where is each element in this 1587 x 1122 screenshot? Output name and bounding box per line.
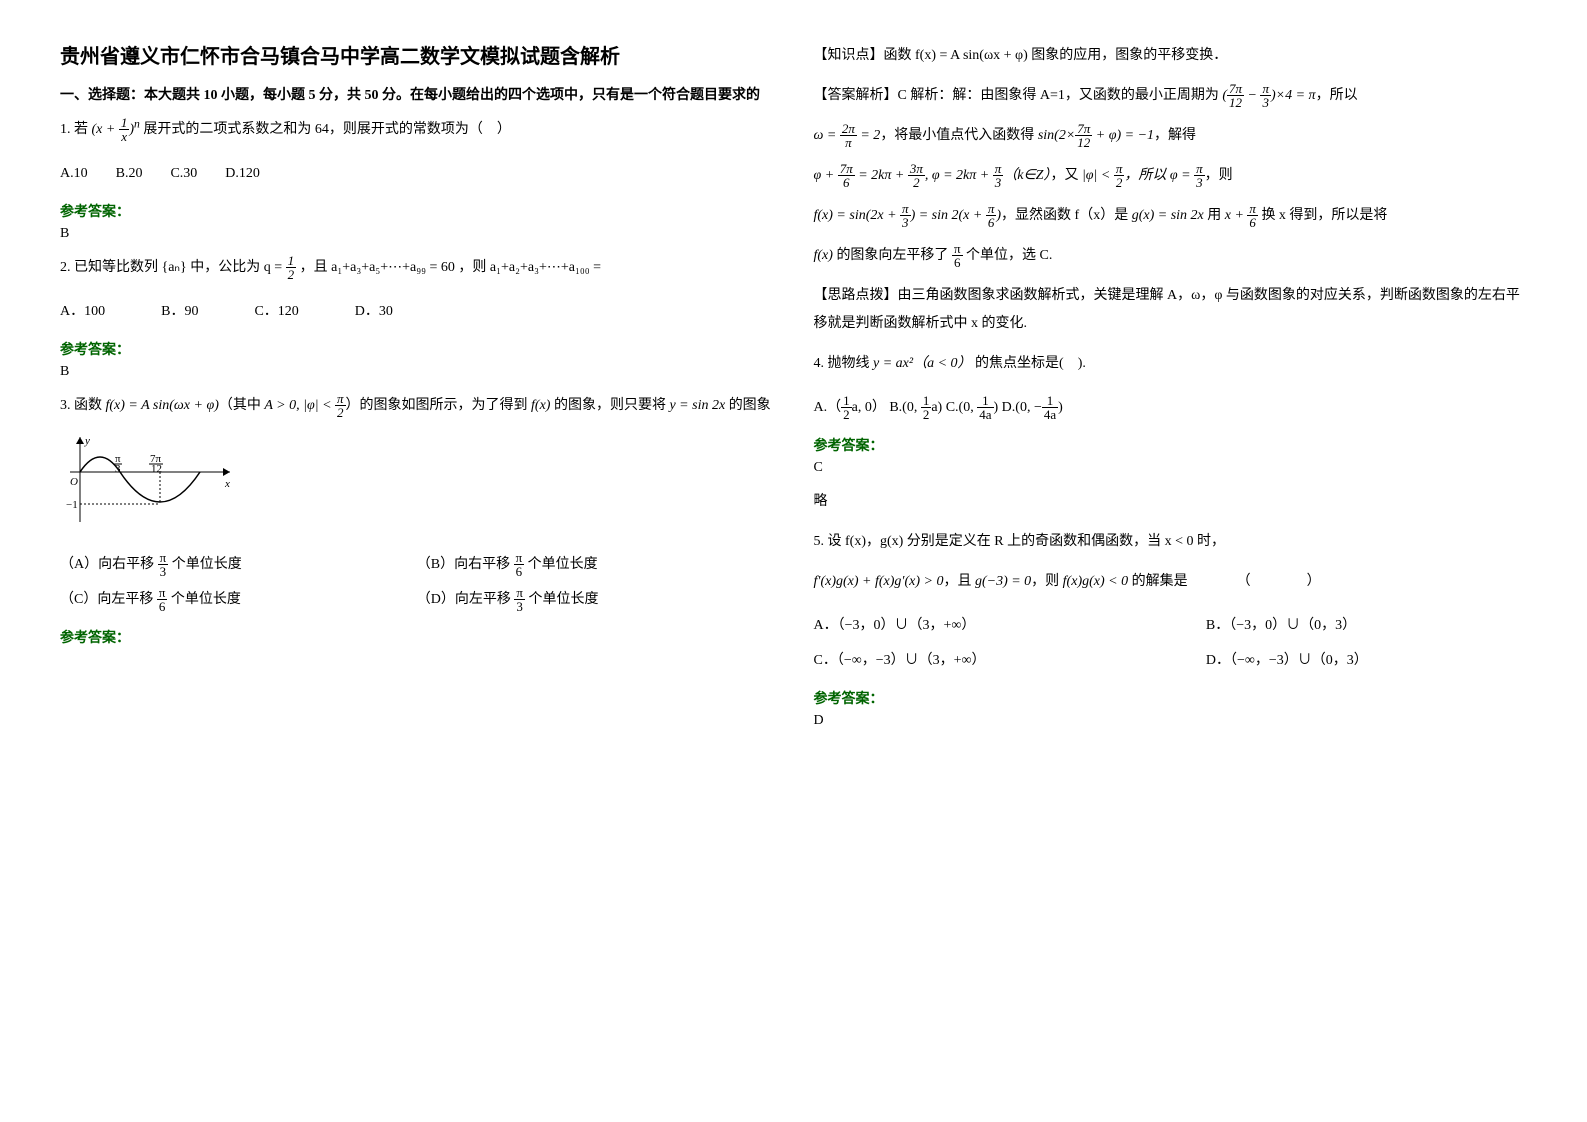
label-pi3-den: 3: [115, 463, 121, 475]
q5-answer: D: [814, 713, 1528, 729]
q5-optC: C．（−∞，−3）∪（3，+∞）: [814, 643, 1206, 678]
q2-part2: ，且 a₁+a₃+a₅+⋯+a₉₉ = 60 ，则 a₁+a₂+a₃+⋯+a₁₀…: [300, 260, 601, 275]
question-2: 2. 已知等比数列 {aₙ} 中，公比为 q = 12 ，且 a₁+a₃+a₅+…: [60, 254, 774, 282]
q1-options: A.10 B.20 C.30 D.120: [60, 156, 774, 191]
solution-line2: φ + 7π6 = 2kπ + 3π2, φ = 2kπ + π3（k∈Z），又…: [814, 162, 1528, 190]
q2-stem: 2. 已知等比数列 {aₙ} 中，公比为 q =: [60, 260, 286, 275]
q3-options: （A）向右平移 π3 个单位长度 （B）向右平移 π6 个单位长度 （C）向左平…: [60, 547, 774, 617]
question-3: 3. 函数 f(x) = A sin(ωx + φ)（其中 A > 0, |φ|…: [60, 392, 774, 420]
x-arrow: [223, 468, 230, 476]
q1-stem-prefix: 1. 若: [60, 122, 92, 137]
label-x: x: [224, 478, 230, 490]
page-title: 贵州省遵义市仁怀市合马镇合马中学高二数学文模拟试题含解析: [60, 40, 774, 69]
question-1: 1. 若 (x + 1x)n 展开式的二项式系数之和为 64，则展开式的常数项为…: [60, 116, 774, 144]
solution-hint: 【思路点拨】由三角函数图象求函数解析式，关键是理解 A，ω，φ 与函数图象的对应…: [814, 282, 1528, 338]
label-y: y: [84, 435, 90, 447]
solution-head: 【答案解析】C 解析：解：由图象得 A=1，又函数的最小正周期为 (7π12 −…: [814, 82, 1528, 110]
q5-optB: B．（−3，0）∪（0，3）: [1206, 608, 1527, 643]
q3-answer-label: 参考答案：: [60, 627, 774, 647]
sine-curve: [80, 457, 200, 502]
q5-optA: A．（−3，0）∪（3，+∞）: [814, 608, 1206, 643]
solution-line4: f(x) 的图象向左平移了 π6 个单位，选 C.: [814, 242, 1528, 270]
q1-answer-label: 参考答案：: [60, 201, 774, 221]
q2-qval: 12: [286, 260, 297, 275]
label-origin: O: [70, 476, 78, 488]
q3-chart: π 3 7π 12 −1 O y x: [60, 432, 774, 537]
label-minus1: −1: [66, 499, 78, 511]
knowledge-point: 【知识点】函数 f(x) = A sin(ωx + φ) 图象的应用，图象的平移…: [814, 42, 1528, 70]
q1-expr: (x + 1x)n: [92, 122, 140, 137]
q2-answer-label: 参考答案：: [60, 339, 774, 359]
question-5-line2: f′(x)g(x) + f(x)g′(x) > 0，且 g(−3) = 0，则 …: [814, 568, 1528, 596]
y-arrow: [76, 437, 84, 444]
label-7pi12-den: 12: [151, 463, 162, 475]
question-5-line1: 5. 设 f(x)，g(x) 分别是定义在 R 上的奇函数和偶函数，当 x < …: [814, 528, 1528, 556]
q4-answer: C: [814, 460, 1528, 476]
q4-answer-label: 参考答案：: [814, 435, 1528, 455]
q4-extra: 略: [814, 488, 1528, 516]
q1-answer: B: [60, 226, 774, 242]
q5-options: A．（−3，0）∪（3，+∞） B．（−3，0）∪（0，3） C．（−∞，−3）…: [814, 608, 1528, 678]
section-instructions: 一、选择题：本大题共 10 小题，每小题 5 分，共 50 分。在每小题给出的四…: [60, 84, 774, 104]
q1-stem-suffix: 展开式的二项式系数之和为 64，则展开式的常数项为（ ）: [143, 122, 511, 137]
q2-answer: B: [60, 364, 774, 380]
question-4: 4. 抛物线 y = ax²（a < 0） 的焦点坐标是( ).: [814, 350, 1528, 378]
q2-options: A．100 B．90 C．120 D．30: [60, 294, 774, 329]
q5-answer-label: 参考答案：: [814, 688, 1528, 708]
q5-optD: D．（−∞，−3）∪（0，3）: [1206, 643, 1527, 678]
q4-options: A.（12a, 0） B.(0, 12a) C.(0, 14a) D.(0, −…: [814, 390, 1528, 425]
solution-line1: ω = 2ππ = 2，将最小值点代入函数得 sin(2×7π12 + φ) =…: [814, 122, 1528, 150]
solution-line3: f(x) = sin(2x + π3) = sin 2(x + π6)，显然函数…: [814, 202, 1528, 230]
